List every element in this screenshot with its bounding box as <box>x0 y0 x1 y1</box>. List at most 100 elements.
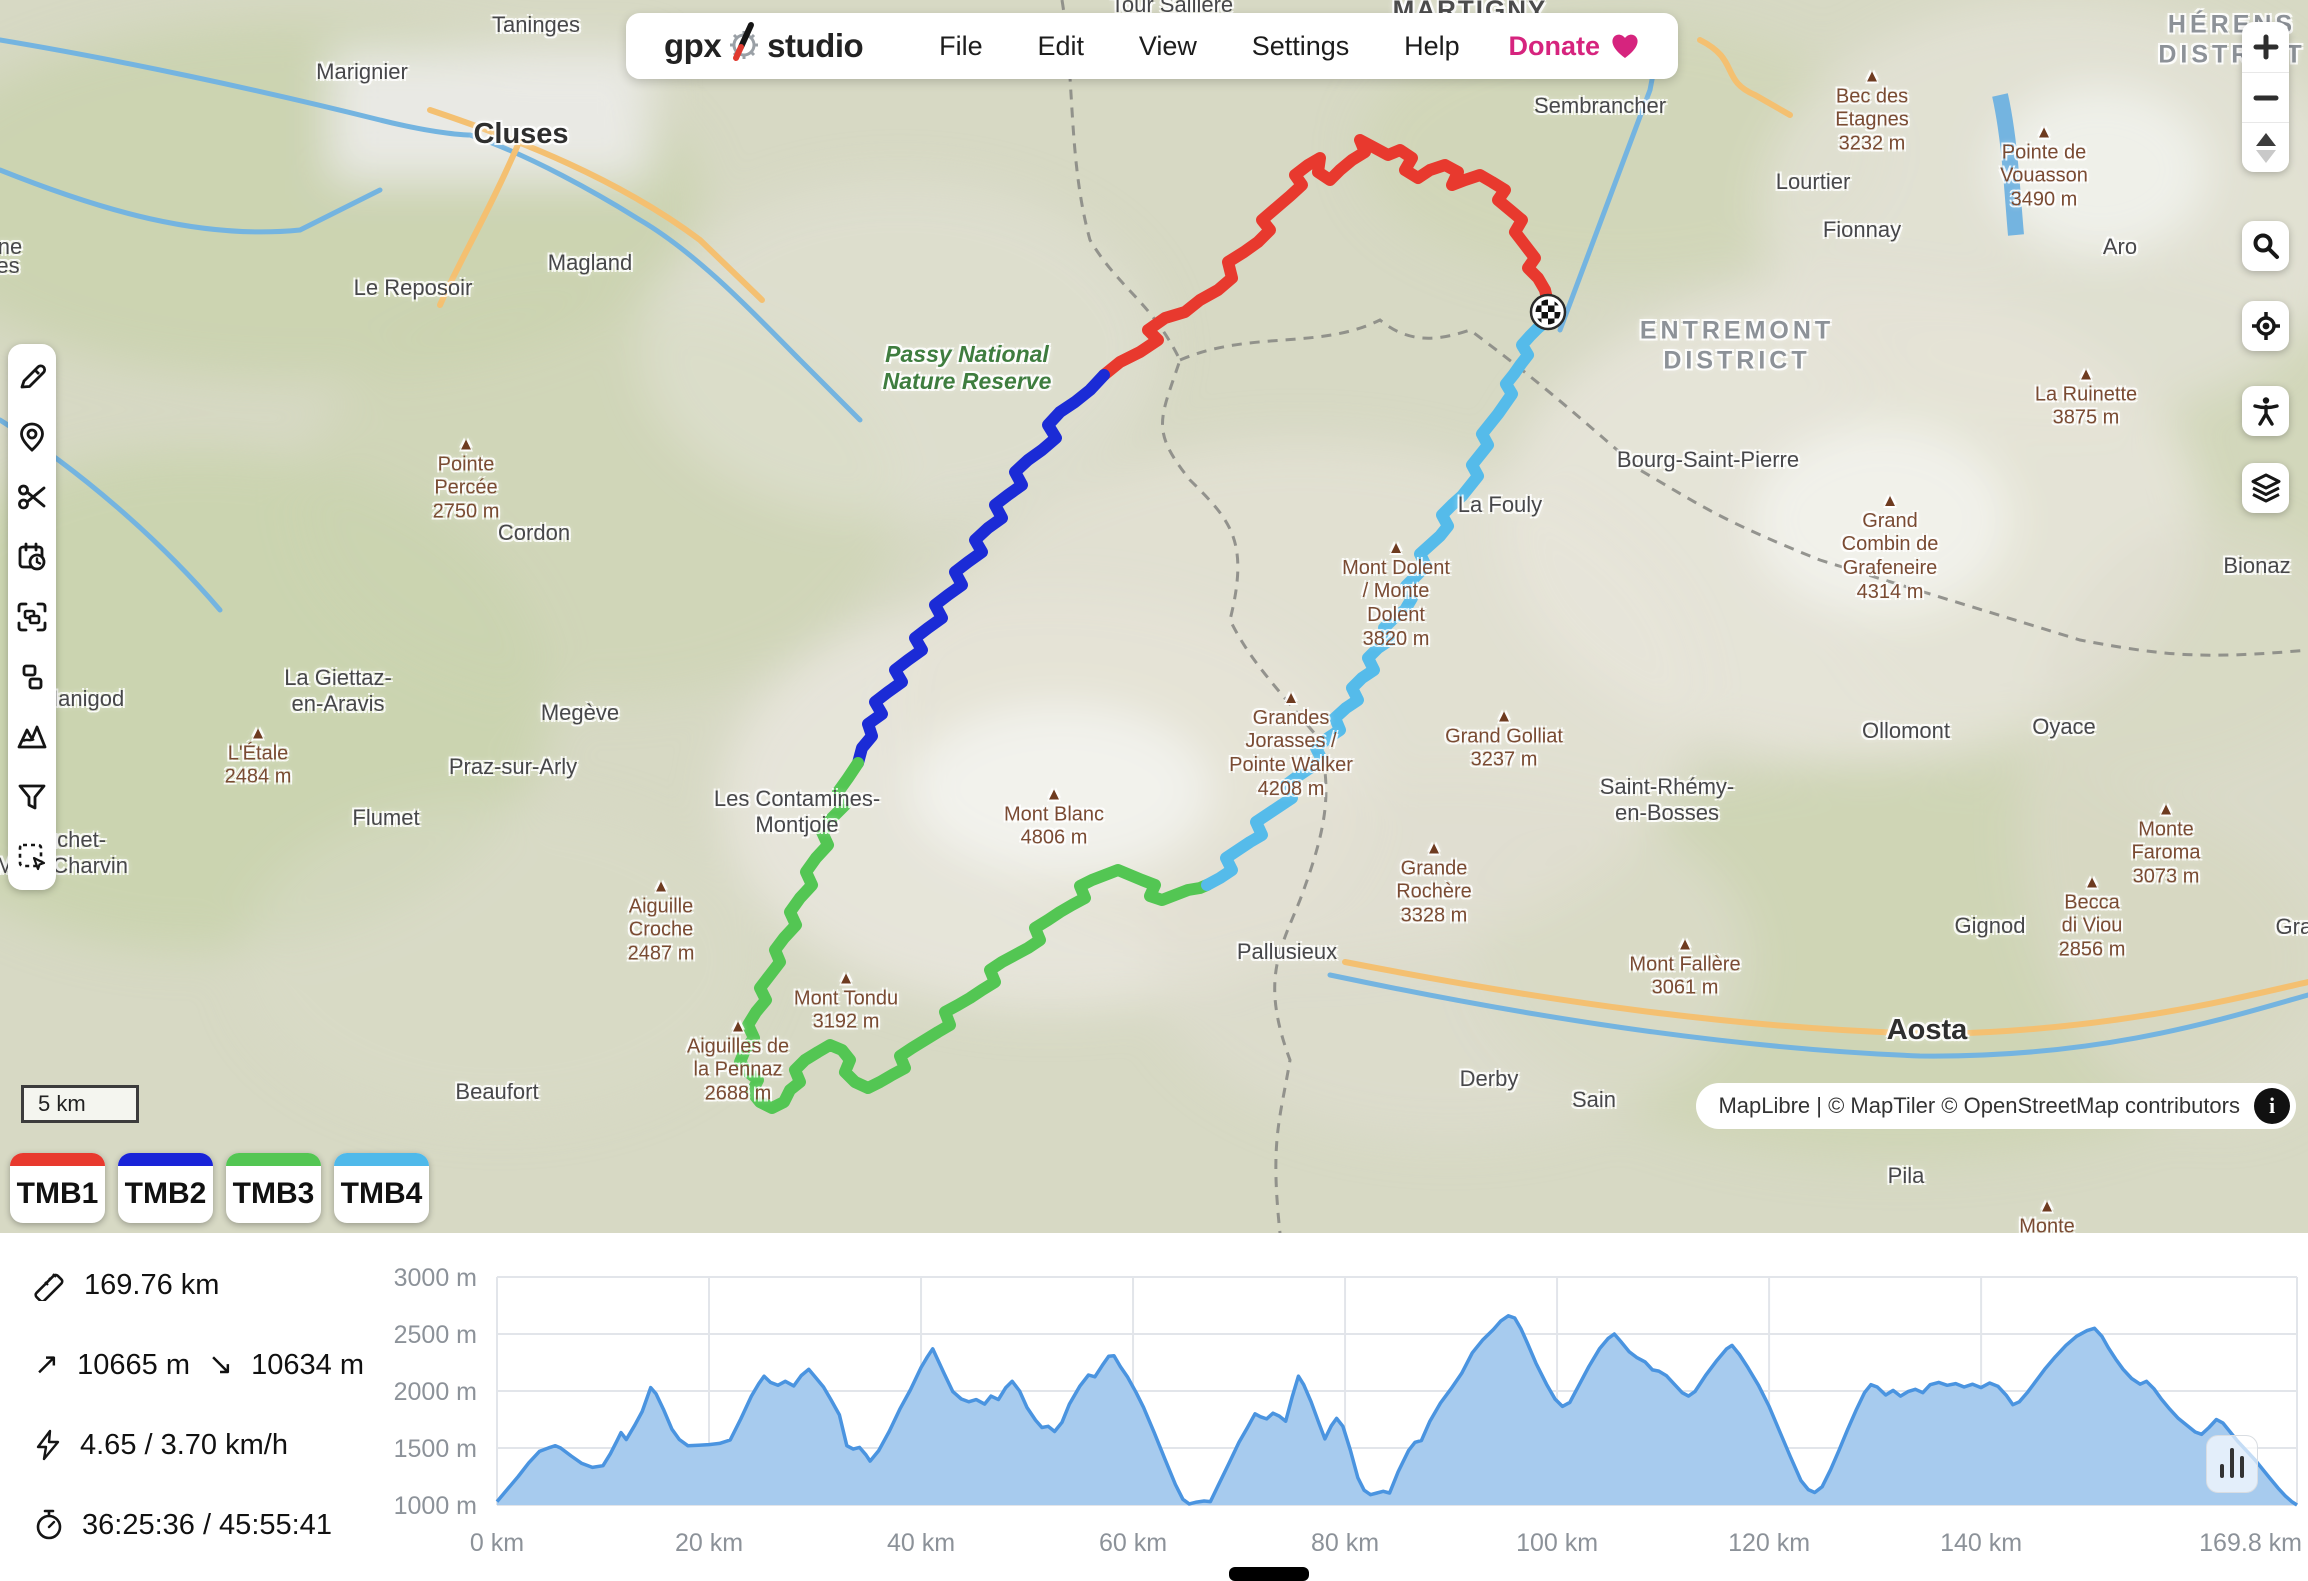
layers-control <box>2242 463 2289 513</box>
search-control <box>2242 221 2289 271</box>
draw-route-button[interactable] <box>15 360 49 394</box>
elevation-area <box>497 1315 2297 1505</box>
y-tick-label: 1500 m <box>394 1435 477 1463</box>
gpx-routes <box>734 134 1554 1114</box>
donate-button[interactable]: Donate <box>1508 31 1640 62</box>
filter-button[interactable] <box>15 780 49 814</box>
map-nav-controls <box>2242 22 2289 172</box>
bottom-edge-fragment <box>1229 1567 1309 1581</box>
y-tick-label: 2000 m <box>394 1378 477 1406</box>
pencil-icon <box>20 364 47 389</box>
boundary-lines <box>1060 0 2308 1233</box>
menu-item-settings[interactable]: Settings <box>1246 30 1356 63</box>
roads <box>427 37 2308 1038</box>
scan-squares-icon <box>17 602 47 632</box>
x-tick-label: 80 km <box>1311 1529 1379 1557</box>
logo-text-studio: studio <box>767 27 864 64</box>
map-graphics <box>0 0 2308 1233</box>
menu-item-view[interactable]: View <box>1133 30 1203 63</box>
edit-toolbar <box>8 344 56 890</box>
layers-icon <box>2251 473 2280 503</box>
x-tick-label: 20 km <box>675 1529 743 1557</box>
route-tmb1[interactable] <box>1098 134 1554 381</box>
elevation-line <box>495 1314 2298 1507</box>
track-tab-tmb1[interactable]: TMB1 <box>10 1153 105 1223</box>
track-tab-tmb2[interactable]: TMB2 <box>118 1153 213 1223</box>
ascent-arrow-icon: ↗ <box>34 1348 60 1381</box>
select-area-cursor-icon <box>18 843 46 871</box>
geolocate-button[interactable] <box>2242 301 2289 351</box>
gpx-studio-logo[interactable]: gpx studio <box>664 21 864 72</box>
map-canvas[interactable]: Taninges Marignier Cluses Magland Le Reposoi… <box>0 0 2308 1233</box>
merge-tracks-button[interactable] <box>15 660 49 694</box>
track-color-strip <box>334 1153 429 1166</box>
stopwatch-icon <box>36 1509 62 1540</box>
track-tab-tmb3[interactable]: TMB3 <box>226 1153 321 1223</box>
y-tick-label: 3000 m <box>394 1264 477 1292</box>
gear-pencil-icon <box>723 21 765 72</box>
menu-item-help[interactable]: Help <box>1398 30 1466 63</box>
bar-icon-mid <box>2240 1456 2244 1478</box>
bar-icon-tall <box>2230 1448 2234 1478</box>
x-tick-label: 40 km <box>887 1529 955 1557</box>
marquee-select-button[interactable] <box>15 840 49 874</box>
crosshair-icon <box>2251 312 2280 340</box>
elevation-gain-row: ↗ 10665 m ↘ 10634 m <box>34 1343 414 1387</box>
y-tick-label: 1000 m <box>394 1492 477 1520</box>
reduce-points-button[interactable] <box>15 600 49 634</box>
track-color-strip <box>10 1153 105 1166</box>
time-edit-button[interactable] <box>15 540 49 574</box>
bottom-panel: 169.76 km ↗ 10665 m ↘ 10634 m 4.65 / 3.7… <box>0 1233 2308 1581</box>
zoom-out-button[interactable] <box>2242 72 2289 122</box>
layers-button[interactable] <box>2242 463 2289 513</box>
elevation-profile-chart[interactable]: 1000 m 1500 m 2000 m 2500 m 3000 m 0 km 20 km 4… <box>0 1233 2308 1581</box>
logo-text-gpx: gpx <box>664 27 722 64</box>
waypoint-button[interactable] <box>15 420 49 454</box>
route-tmb2[interactable] <box>852 369 1110 769</box>
heart-icon <box>1612 34 1638 58</box>
x-tick-label: 169.8 km <box>2199 1529 2302 1557</box>
search-button[interactable] <box>2242 221 2289 271</box>
track-color-strip <box>226 1153 321 1166</box>
person-icon-button[interactable] <box>2242 386 2289 436</box>
streetview-control <box>2242 386 2289 436</box>
y-tick-label: 2500 m <box>394 1321 477 1349</box>
x-tick-label: 140 km <box>1940 1529 2022 1557</box>
track-tab-label: TMB2 <box>124 1177 207 1210</box>
menu-item-edit[interactable]: Edit <box>1032 30 1091 63</box>
time-row: 36:25:36 / 45:55:41 <box>34 1503 414 1547</box>
elevation-button[interactable] <box>15 720 49 754</box>
donate-label: Donate <box>1508 30 1600 61</box>
menu-items: File Edit View Settings Help Donate <box>893 30 1640 63</box>
mountains-icon <box>17 725 47 749</box>
x-tick-label: 100 km <box>1516 1529 1598 1557</box>
ruler-icon <box>34 1273 64 1301</box>
route-tmb4[interactable] <box>1201 314 1554 891</box>
time-value: 36:25:36 / 45:55:41 <box>82 1508 332 1541</box>
track-tab-label: TMB3 <box>232 1177 315 1210</box>
descent-arrow-icon: ↘ <box>208 1348 234 1381</box>
info-button[interactable]: i <box>2254 1088 2290 1124</box>
search-icon <box>2253 233 2279 259</box>
track-tabs: TMB1 TMB2 TMB3 TMB4 <box>10 1153 429 1223</box>
compass-pitch-button[interactable] <box>2242 122 2289 172</box>
x-tick-label: 0 km <box>470 1529 524 1557</box>
bar-icon-small <box>2220 1464 2224 1478</box>
route-tmb3[interactable] <box>734 757 1213 1114</box>
track-tab-tmb4[interactable]: TMB4 <box>334 1153 429 1223</box>
funnel-icon <box>18 784 46 810</box>
menu-item-file[interactable]: File <box>933 30 989 63</box>
chart-settings-button[interactable] <box>2206 1435 2258 1493</box>
split-scissors-button[interactable] <box>15 480 49 514</box>
route-finish-marker[interactable] <box>1529 293 1567 331</box>
distance-row: 169.76 km <box>34 1263 414 1307</box>
track-statistics: 169.76 km ↗ 10665 m ↘ 10634 m 4.65 / 3.7… <box>34 1263 414 1581</box>
track-tab-label: TMB4 <box>340 1177 423 1210</box>
track-color-strip <box>118 1153 213 1166</box>
calendar-clock-icon <box>18 542 46 571</box>
x-tick-label: 60 km <box>1099 1529 1167 1557</box>
map-pin-icon <box>20 422 44 452</box>
x-tick-label: 120 km <box>1728 1529 1810 1557</box>
ascent-value: 10665 m <box>77 1348 190 1381</box>
zoom-in-button[interactable] <box>2242 22 2289 72</box>
